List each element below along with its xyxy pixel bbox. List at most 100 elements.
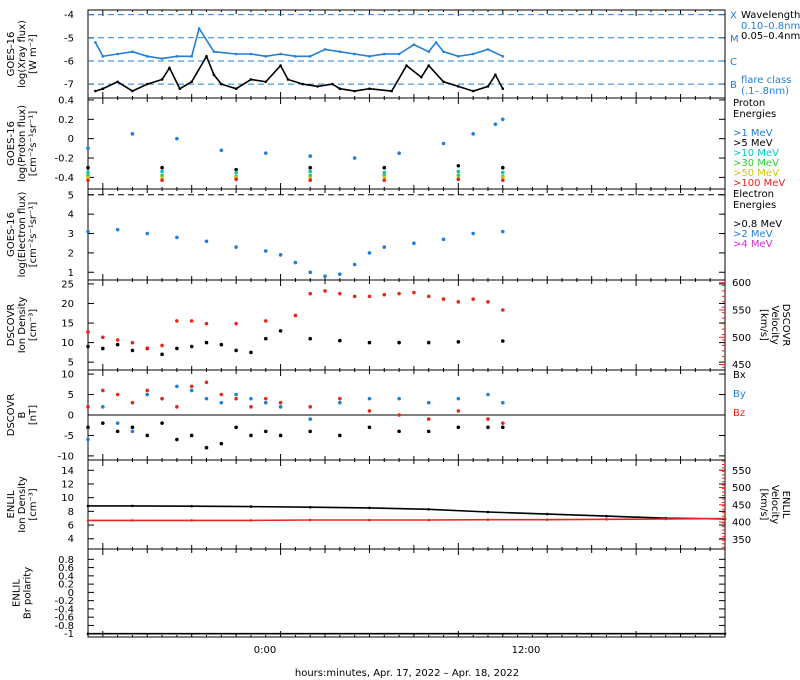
data-point	[457, 85, 460, 88]
data-point	[368, 518, 371, 522]
right-y-tick-label: 500	[732, 483, 751, 494]
data-point	[160, 173, 164, 178]
data-point	[204, 396, 209, 401]
y-tick-label: 0	[68, 411, 74, 422]
y-tick-label: 4	[68, 534, 74, 545]
data-point	[278, 433, 283, 438]
data-point	[456, 169, 461, 174]
data-point	[500, 308, 505, 312]
data-point	[204, 340, 209, 345]
data-point	[279, 64, 282, 67]
data-point	[115, 392, 120, 397]
panel-frame	[87, 97, 726, 190]
data-point	[131, 50, 134, 53]
data-point	[368, 87, 371, 91]
legend-entry: >2 MeV	[733, 229, 773, 240]
data-point	[130, 400, 135, 405]
data-point	[130, 425, 135, 430]
data-point	[234, 87, 238, 91]
data-point	[500, 229, 505, 234]
data-point	[293, 260, 298, 265]
data-point	[145, 388, 150, 393]
data-point	[397, 340, 401, 345]
legend-title: Proton	[733, 98, 765, 109]
data-point	[263, 319, 268, 323]
data-point	[323, 289, 327, 293]
right-y-tick-label: 450	[732, 360, 751, 371]
panel-electron: 5 4 3 2 1 GOES-16 log(Electron flux) [cm⁻²s⁻¹sr…	[6, 188, 782, 281]
y-axis-title-line: [cm⁻³]	[28, 488, 39, 520]
data-point	[367, 340, 372, 345]
data-point	[101, 335, 105, 340]
data-point	[405, 64, 408, 67]
right-y-axis-title-line: ENLIL	[780, 491, 791, 519]
y-axis-title-line: log(Electron flux)	[17, 192, 28, 278]
data-point	[308, 165, 313, 170]
data-point	[145, 392, 150, 397]
data-point	[456, 300, 461, 304]
legend-entry: 0.05–0.4nm	[741, 31, 800, 42]
data-point	[293, 313, 298, 318]
data-point	[308, 173, 313, 178]
time-axis-title: hours:minutes, Apr. 17, 2022 – Apr. 18, …	[295, 668, 519, 679]
data-point	[130, 340, 135, 345]
data-point	[190, 504, 193, 508]
panel-frame	[87, 188, 726, 281]
y-tick-label: -10	[58, 451, 74, 462]
data-point	[101, 55, 105, 58]
data-point	[264, 55, 268, 58]
y-tick-label: -7	[64, 80, 74, 91]
y-tick-label: 0.8	[58, 555, 74, 566]
y-axis-title-line: GOES-16	[6, 121, 17, 166]
y-tick-label: 0	[68, 588, 74, 599]
data-point	[160, 178, 164, 183]
data-point	[160, 57, 164, 60]
data-point	[168, 66, 171, 70]
series-Ion Density	[86, 329, 505, 357]
legend-entry: >0.8 MeV	[733, 219, 782, 230]
data-point	[249, 505, 253, 508]
y-tick-label: -5	[64, 431, 74, 442]
data-point	[278, 400, 283, 405]
data-point	[456, 163, 461, 168]
flare-class-caption: flare class	[741, 75, 791, 86]
y-axis-title-line: Ion Density	[17, 297, 28, 354]
data-point	[86, 178, 90, 183]
data-point	[338, 87, 342, 91]
data-point	[234, 245, 238, 249]
data-point	[471, 132, 475, 136]
data-point	[86, 437, 90, 442]
y-axis-title: GOES-16 log(Electron flux) [cm⁻²s⁻¹sr⁻¹]	[6, 192, 39, 278]
data-point	[331, 82, 334, 86]
y-axis-title-line: ENLIL	[12, 579, 23, 607]
data-point	[189, 433, 194, 438]
y-tick-label: 0.2	[58, 580, 74, 591]
y-tick-label: 5	[68, 390, 74, 401]
data-point	[115, 227, 120, 232]
y-axis-title-line: [cm⁻²s⁻¹sr⁻¹]	[28, 111, 39, 177]
data-point	[160, 396, 164, 401]
data-point	[130, 429, 135, 434]
data-point	[86, 425, 90, 430]
data-point	[263, 151, 268, 155]
data-point	[390, 89, 393, 93]
data-point	[427, 64, 431, 67]
data-point	[323, 48, 327, 51]
right-y-tick-label: 400	[732, 518, 751, 529]
data-point	[86, 229, 90, 234]
series->10 MeV	[86, 169, 505, 175]
data-point	[263, 336, 268, 341]
y-axis-title-line: [cm⁻³]	[28, 309, 39, 341]
data-point	[500, 400, 505, 405]
data-point	[338, 396, 342, 401]
data-point	[426, 400, 431, 405]
panel-frame	[87, 459, 726, 550]
data-point	[189, 388, 194, 393]
data-point	[115, 429, 120, 434]
data-point	[500, 117, 505, 122]
data-point	[352, 156, 357, 160]
data-point	[308, 154, 313, 158]
data-point	[145, 433, 150, 438]
